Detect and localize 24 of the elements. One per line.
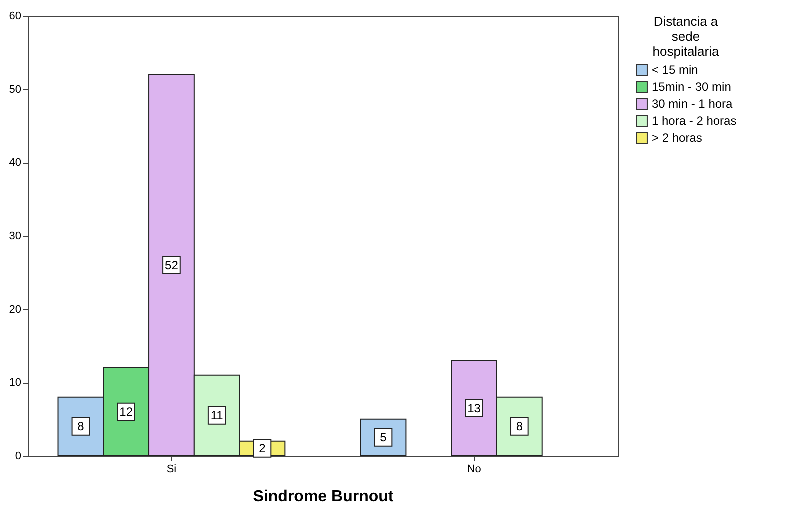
y-tick-label: 0: [15, 450, 22, 462]
data-label: 8: [78, 420, 85, 434]
data-label: 12: [120, 405, 134, 419]
legend-label: < 15 min: [652, 63, 698, 77]
data-label: 5: [380, 430, 388, 445]
data-label: 52: [165, 258, 179, 272]
y-tick-label: 40: [9, 157, 22, 170]
legend-label: 1 hora - 2 horas: [652, 114, 737, 128]
y-tick-label: 20: [9, 304, 22, 316]
legend-label: 30 min - 1 hora: [652, 97, 734, 111]
legend-title: Distancia a sede hospitalaria: [652, 14, 720, 59]
legend-label: > 2 horas: [652, 131, 702, 145]
x-tick-label: Si: [166, 464, 177, 476]
y-tick-label: 50: [9, 84, 22, 96]
y-tick-label: 30: [9, 230, 22, 242]
data-label: 2: [259, 442, 266, 456]
x-tick-label: No: [467, 464, 482, 476]
legend-label: 15min - 30 min: [652, 80, 732, 94]
data-label: 13: [468, 401, 482, 416]
x-axis-title: Sindrome Burnout: [253, 488, 394, 506]
y-tick-label: 60: [9, 10, 22, 22]
data-label: 11: [210, 408, 224, 423]
data-label: 8: [516, 420, 524, 434]
y-tick-label: 10: [9, 377, 22, 390]
